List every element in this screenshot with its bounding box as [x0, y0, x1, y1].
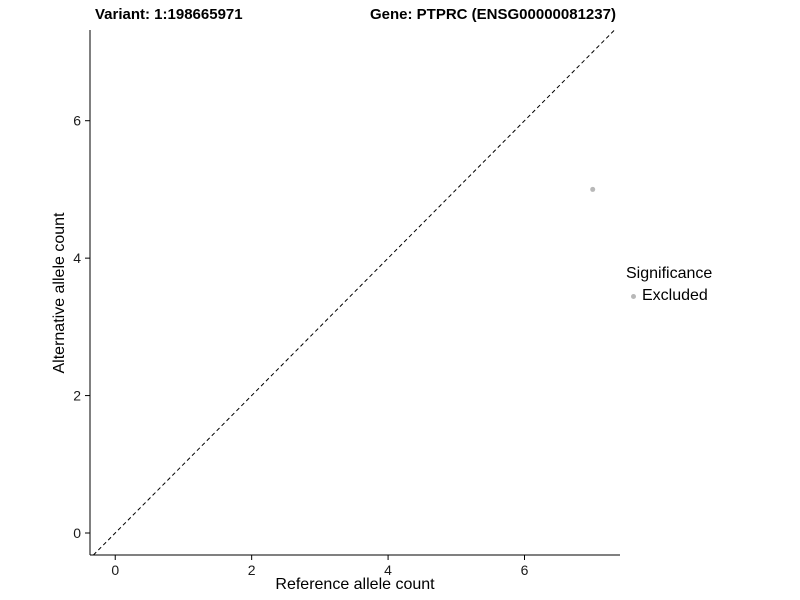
y-tick-label: 6: [73, 113, 81, 129]
x-tick-label: 2: [248, 562, 256, 578]
legend: Significance Excluded: [626, 265, 712, 305]
x-tick-label: 0: [111, 562, 119, 578]
plot-title-variant: Variant: 1:198665971: [95, 6, 243, 23]
y-axis-title: Alternative allele count: [51, 212, 68, 374]
y-tick-label: 0: [73, 525, 81, 541]
plot-title-gene: Gene: PTPRC (ENSG00000081237): [370, 6, 616, 23]
identity-line: [93, 30, 615, 555]
legend-point-icon: [631, 293, 636, 299]
x-tick-label: 4: [384, 562, 392, 578]
x-axis-title: Reference allele count: [275, 576, 435, 593]
legend-item-label: Excluded: [642, 287, 708, 304]
y-tick-label: 4: [73, 250, 81, 266]
legend-title: Significance: [626, 265, 713, 282]
legend-item-excluded: Excluded: [626, 287, 712, 305]
data-point: [590, 186, 596, 192]
y-tick-label: 2: [73, 388, 81, 404]
x-tick-label: 6: [521, 562, 529, 578]
